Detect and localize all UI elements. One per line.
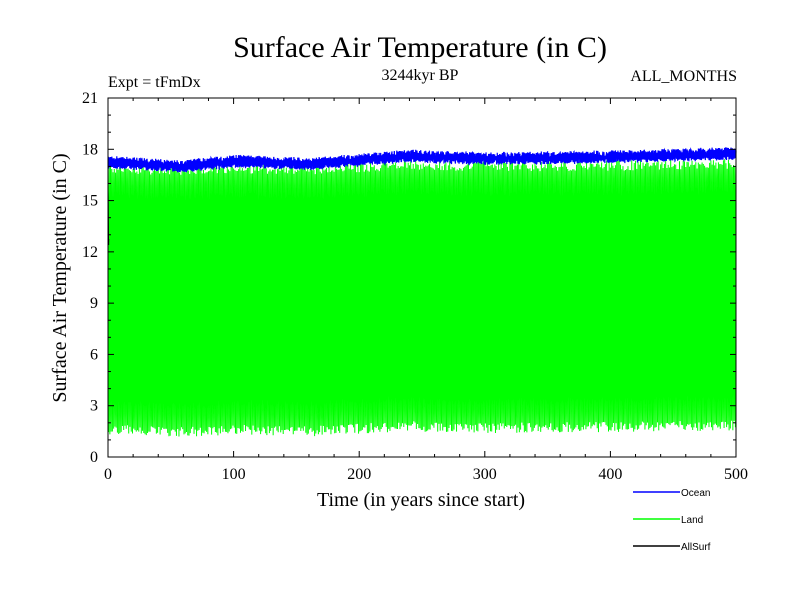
chart-subtitle: 3244kyr BP (382, 67, 459, 84)
legend: Ocean Land AllSurf (633, 488, 711, 553)
x-tick-label: 100 (222, 466, 246, 483)
x-tick-label: 0 (104, 466, 112, 483)
series-line-land (107, 158, 737, 437)
y-tick-label: 0 (90, 449, 98, 466)
y-tick-label: 15 (82, 193, 98, 210)
y-tick-label: 3 (90, 398, 98, 415)
x-tick-label: 300 (473, 466, 497, 483)
series-layer (107, 147, 737, 437)
chart-title: Surface Air Temperature (in C) (233, 31, 607, 64)
y-tick-label: 9 (90, 295, 98, 312)
legend-label-land: Land (681, 515, 703, 526)
x-tick-label: 500 (724, 466, 748, 483)
series-line-ocean (107, 147, 737, 173)
y-axis-label: Surface Air Temperature (in C) (49, 153, 71, 402)
y-tick-label: 12 (82, 244, 98, 261)
plot-frame (107, 97, 737, 458)
y-tick-label: 6 (90, 346, 98, 363)
y-tick-label: 18 (82, 141, 98, 158)
x-axis-label: Time (in years since start) (317, 489, 525, 511)
months-label: ALL_MONTHS (630, 68, 737, 85)
y-tick-label: 21 (82, 90, 98, 107)
axis-ticks: 0 100 200 300 400 500 0 3 6 9 12 15 18 21 (82, 90, 748, 483)
expt-label: Expt = tFmDx (108, 74, 201, 91)
x-tick-label: 400 (598, 466, 622, 483)
legend-label-allsurf: AllSurf (681, 542, 711, 553)
legend-label-ocean: Ocean (681, 488, 710, 499)
x-tick-label: 200 (347, 466, 371, 483)
